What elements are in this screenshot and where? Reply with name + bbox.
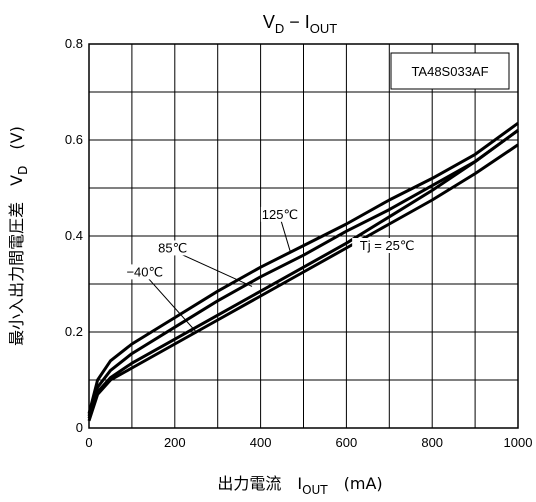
x-tick-label: 1000: [504, 435, 533, 450]
annotation-label-3: −40℃: [126, 264, 163, 279]
y-tick-label: 0.8: [65, 36, 83, 51]
x-tick-label: 0: [85, 435, 92, 450]
series-line-3: [87, 143, 519, 422]
x-tick-label: 600: [336, 435, 358, 450]
annotation-leader-3: [144, 274, 197, 333]
x-tick-label: 800: [421, 435, 443, 450]
series-line-0: [87, 121, 519, 414]
y-tick-label: 0.2: [65, 324, 83, 339]
annotation-label-2: Tj = 25℃: [360, 238, 415, 253]
annotation-leader-1: [172, 249, 253, 287]
y-tick-label: 0.4: [65, 228, 83, 243]
annotation-leader-0: [279, 216, 292, 253]
grid: [89, 44, 518, 428]
series-line-1: [87, 129, 519, 417]
annotation-bg-1: [157, 240, 188, 256]
y-tick-label: 0.6: [65, 132, 83, 147]
device-label: TA48S033AF: [411, 64, 488, 79]
annotation-label-0: 125℃: [262, 207, 298, 222]
x-tick-label: 200: [164, 435, 186, 450]
plot-frame: [88, 43, 519, 429]
y-tick-labels: 0 0.2 0.4 0.6 0.8: [65, 36, 83, 435]
annotation-bg-0: [260, 206, 299, 222]
y-tick-label: 0: [76, 420, 83, 435]
x-axis-label: 出力電流 IOUT (mA): [217, 474, 382, 497]
chart-title: VD − IOUT: [263, 12, 337, 36]
x-tick-labels: 0 200 400 600 800 1000: [85, 435, 532, 450]
annotations: 125℃ 85℃ Tj = 25℃ −40℃: [125, 206, 423, 333]
y-axis-label: 最小入出力間電圧差 VD (V): [7, 126, 30, 346]
device-label-box: TA48S033AF: [390, 52, 510, 90]
series-line-2: [87, 129, 519, 419]
annotation-label-1: 85℃: [158, 240, 187, 255]
x-tick-label: 400: [250, 435, 272, 450]
series-group: [87, 121, 519, 422]
annotation-bg-2: [352, 238, 423, 253]
annotation-bg-3: [125, 264, 164, 280]
